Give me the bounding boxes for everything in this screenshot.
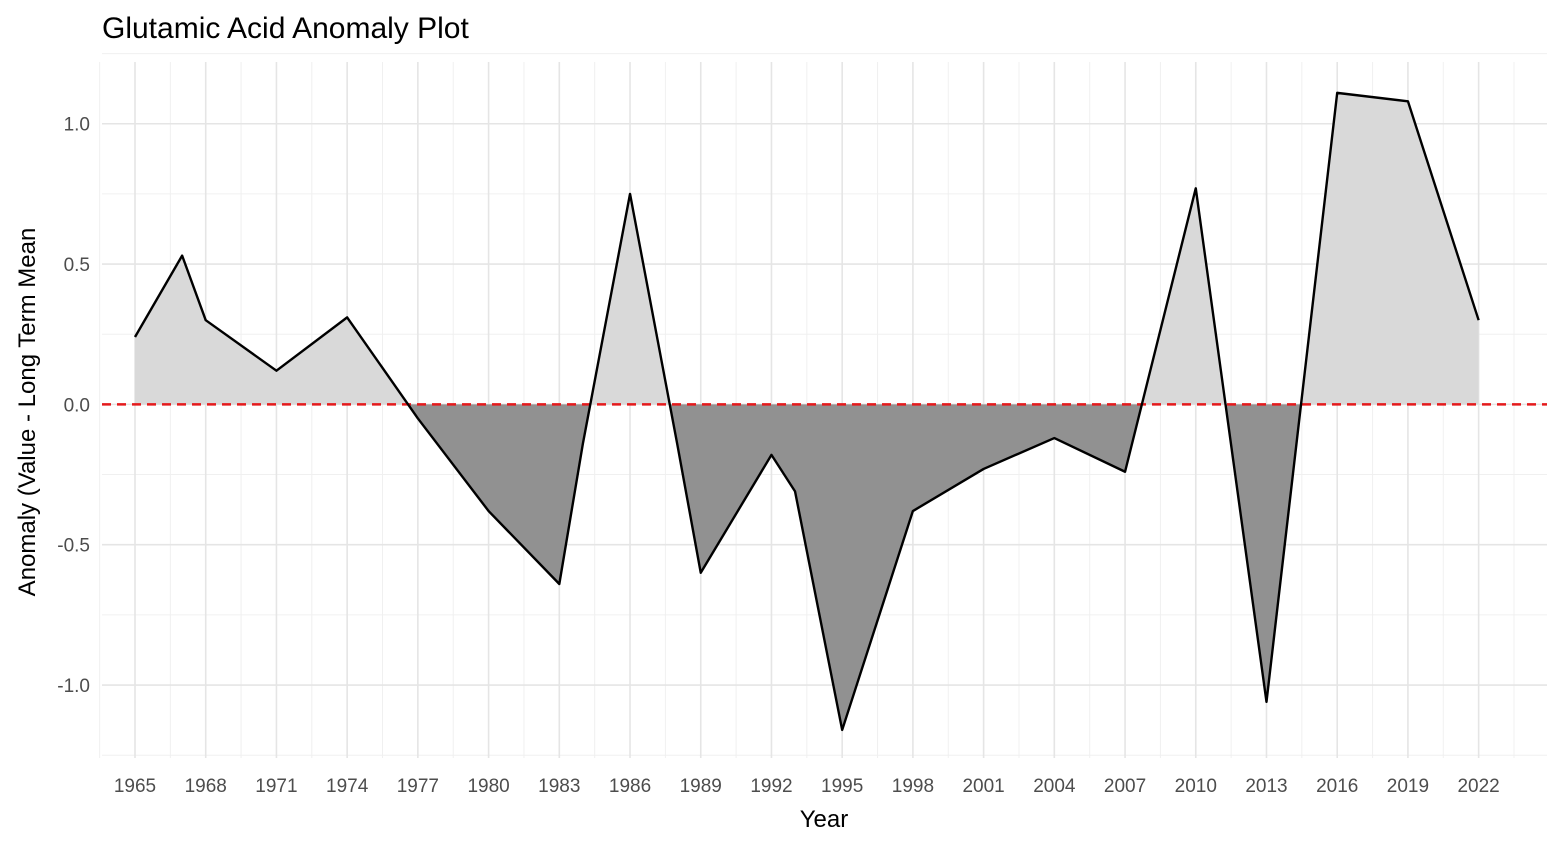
x-tick-label: 2022 xyxy=(1457,776,1499,797)
x-tick-label: 2004 xyxy=(1033,776,1076,797)
chart-title: Glutamic Acid Anomaly Plot xyxy=(102,12,469,45)
y-tick-label: 1.0 xyxy=(64,115,90,136)
negative-anomaly-area xyxy=(669,404,1142,730)
x-tick-label: 1965 xyxy=(114,776,156,797)
x-tick-label: 1977 xyxy=(397,776,439,797)
negative-anomaly-area xyxy=(408,404,591,584)
x-tick-label: 1989 xyxy=(680,776,722,797)
positive-anomaly-area xyxy=(1141,188,1226,405)
x-tick-label: 2019 xyxy=(1387,776,1429,797)
positive-anomaly-area xyxy=(590,193,670,405)
anomaly-series-line-group xyxy=(133,91,1480,732)
x-tick-label: 1983 xyxy=(538,776,580,797)
x-axis-title: Year xyxy=(800,806,849,833)
x-tick-label: 2007 xyxy=(1104,776,1146,797)
x-tick-label: 1974 xyxy=(326,776,369,797)
x-tick-label: 1980 xyxy=(467,776,509,797)
x-tick-label: 1971 xyxy=(255,776,297,797)
y-tick-labels: -1.0 -0.5 0.0 0.5 1.0 xyxy=(57,115,90,697)
positive-anomaly-area xyxy=(1301,92,1479,405)
y-tick-label: 0.0 xyxy=(64,395,90,416)
y-tick-label: 0.5 xyxy=(64,255,90,276)
x-tick-label: 1986 xyxy=(609,776,651,797)
positive-anomaly-area xyxy=(135,255,409,405)
y-axis-title: Anomaly (Value - Long Term Mean xyxy=(14,228,41,597)
negative-anomaly-area xyxy=(1225,404,1302,702)
y-tick-label: -1.0 xyxy=(57,676,90,697)
y-tick-label: -0.5 xyxy=(57,536,90,557)
x-tick-labels: 1965 1968 1971 1974 1977 1980 1983 1986 1989 1992… xyxy=(114,776,1500,797)
x-tick-label: 1968 xyxy=(185,776,227,797)
x-tick-label: 2016 xyxy=(1316,776,1358,797)
anomaly-area-fills xyxy=(135,92,1479,730)
anomaly-series-line xyxy=(133,91,1480,732)
x-tick-label: 2001 xyxy=(962,776,1004,797)
x-tick-label: 1995 xyxy=(821,776,863,797)
x-tick-label: 2010 xyxy=(1175,776,1217,797)
x-tick-label: 2013 xyxy=(1245,776,1287,797)
x-tick-label: 1998 xyxy=(892,776,934,797)
x-tick-label: 1992 xyxy=(750,776,792,797)
